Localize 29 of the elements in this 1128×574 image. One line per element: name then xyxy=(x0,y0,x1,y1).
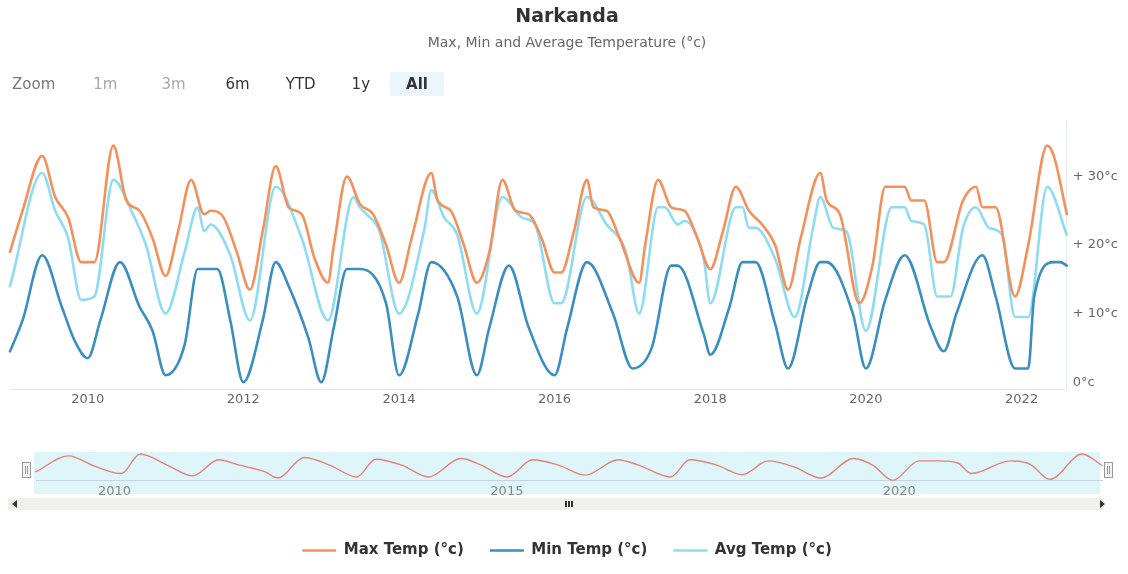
x-tick-label: 2012 xyxy=(226,391,260,407)
x-tick-label: 2020 xyxy=(849,391,883,407)
legend-label: Max Temp (°c) xyxy=(343,540,464,559)
x-tick-label: 2015 xyxy=(490,482,524,498)
y-tick-label: 0°c xyxy=(1072,373,1095,389)
y-tick-label: + 30°c xyxy=(1072,167,1118,183)
legend-label: Avg Temp (°c) xyxy=(714,540,832,559)
y-tick-label: + 10°c xyxy=(1072,304,1118,320)
y-tick-label: + 20°c xyxy=(1072,236,1118,252)
text: Zoom xyxy=(11,74,57,95)
x-tick-label: 2016 xyxy=(538,391,572,407)
x-tick-label: 2020 xyxy=(882,482,916,498)
x-tick-label: 2014 xyxy=(382,391,416,407)
chart-subtitle: Max, Min and Average Temperature (°c) xyxy=(427,33,707,50)
text: 1y xyxy=(350,74,372,95)
line-series xyxy=(8,171,1069,333)
x-tick-label: 2010 xyxy=(97,482,131,498)
x-tick-label: 2010 xyxy=(71,391,105,407)
line-series xyxy=(8,144,1069,305)
text: 6m xyxy=(224,74,251,95)
text: All xyxy=(390,72,444,96)
x-tick-label: 2018 xyxy=(693,391,727,407)
legend-label: Min Temp (°c) xyxy=(531,540,648,559)
x-tick-label: 2022 xyxy=(1005,391,1039,407)
text: 3m xyxy=(160,74,187,95)
line-series xyxy=(8,254,1069,384)
text: YTD xyxy=(284,74,317,95)
chart-title: Narkanda xyxy=(515,4,619,27)
text: 1m xyxy=(92,74,119,95)
